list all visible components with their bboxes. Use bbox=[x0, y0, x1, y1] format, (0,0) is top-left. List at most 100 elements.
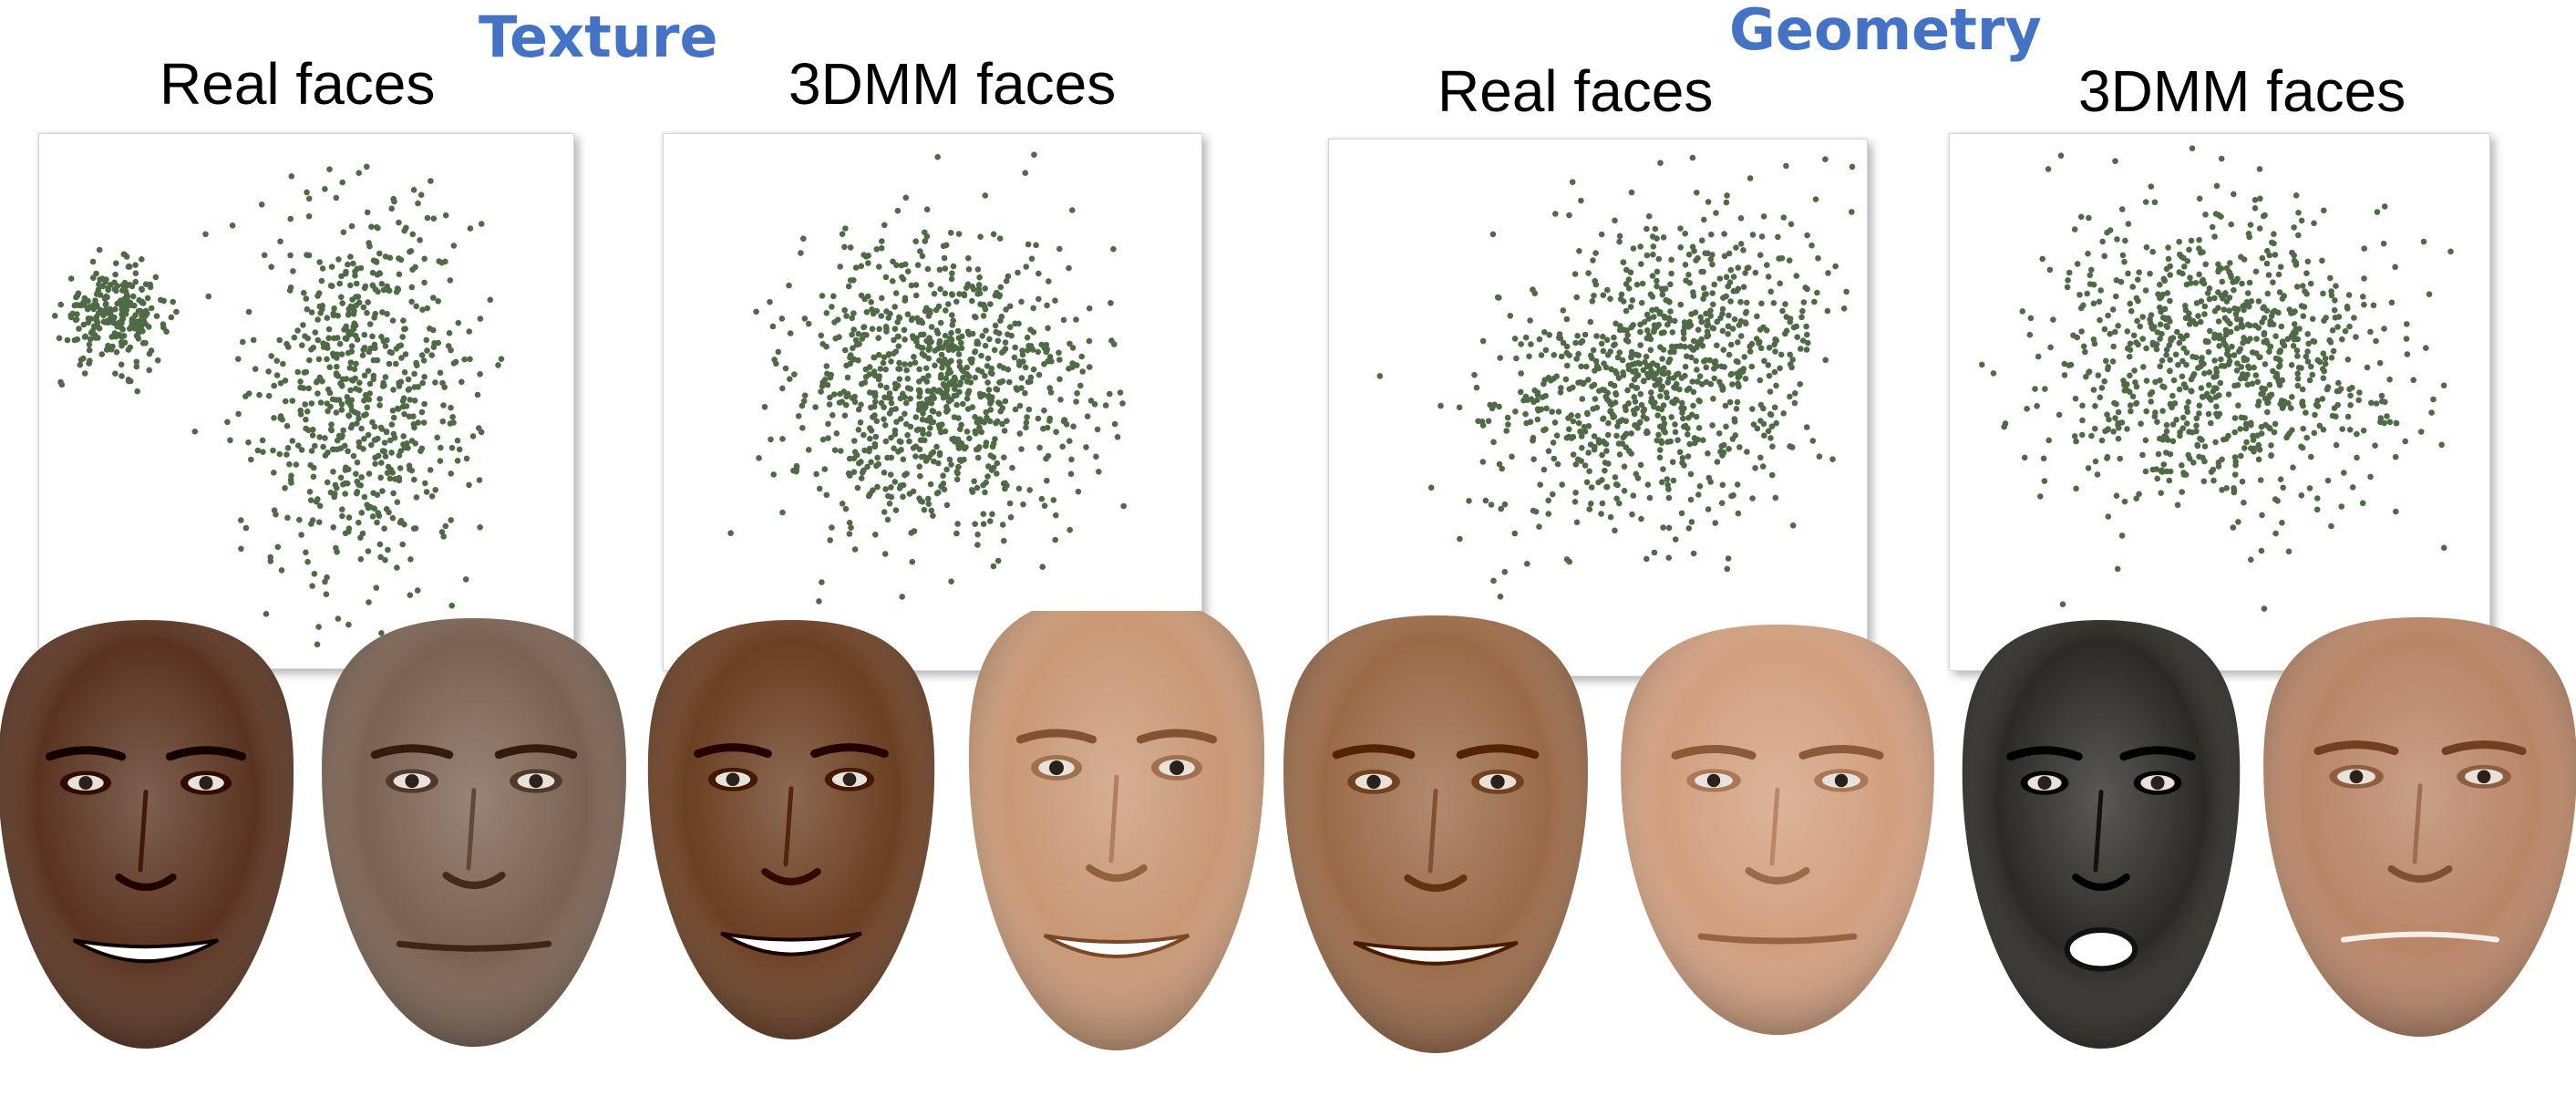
scatter-point bbox=[73, 302, 79, 308]
scatter-point bbox=[1537, 481, 1543, 488]
scatter-point bbox=[816, 485, 823, 492]
scatter-point bbox=[1001, 537, 1007, 544]
scatter-point bbox=[314, 641, 321, 647]
scatter-point bbox=[1688, 519, 1695, 525]
scatter-point bbox=[2200, 280, 2208, 287]
scatter-point bbox=[58, 381, 66, 388]
scatter-point bbox=[920, 410, 926, 417]
scatter-point bbox=[2430, 396, 2437, 403]
scatter-point bbox=[2166, 342, 2173, 348]
scatter-point bbox=[2381, 419, 2387, 427]
scatter-point bbox=[1768, 423, 1776, 430]
scatter-point bbox=[2304, 358, 2312, 365]
scatter-point bbox=[1600, 347, 1607, 355]
scatter-point bbox=[963, 429, 971, 435]
scatter-point bbox=[901, 326, 908, 334]
scatter-point bbox=[2139, 336, 2146, 342]
scatter-point bbox=[946, 456, 953, 463]
scatter-point bbox=[1479, 422, 1487, 429]
scatter-point bbox=[1627, 269, 1634, 276]
eye-iris bbox=[529, 774, 543, 789]
scatter-point bbox=[947, 230, 954, 236]
scatter-point bbox=[996, 292, 1003, 298]
scatter-point bbox=[1482, 497, 1489, 504]
scatter-point bbox=[917, 331, 924, 338]
scatter-point bbox=[1735, 510, 1742, 517]
scatter-point bbox=[322, 186, 328, 192]
scatter-point bbox=[1579, 396, 1586, 402]
scatter-point bbox=[303, 425, 309, 432]
scatter-point bbox=[923, 378, 931, 385]
scatter-point bbox=[911, 354, 917, 360]
scatter-point bbox=[969, 404, 976, 410]
scatter-point bbox=[1705, 450, 1711, 457]
nose-bridge bbox=[1427, 788, 1438, 874]
scatter-point bbox=[1028, 255, 1036, 262]
scatter-point bbox=[1534, 389, 1541, 396]
scatter-point bbox=[386, 475, 394, 482]
scatter-point bbox=[1066, 264, 1072, 272]
scatter-point bbox=[846, 520, 853, 526]
scatter-point bbox=[2077, 305, 2085, 312]
scatter-point bbox=[1638, 515, 1644, 522]
scatter-point bbox=[847, 277, 854, 284]
scatter-point bbox=[978, 352, 984, 359]
scatter-point bbox=[955, 463, 962, 470]
scatter-point bbox=[376, 396, 383, 402]
scatter-point bbox=[1006, 324, 1014, 330]
scatter-point bbox=[880, 359, 887, 367]
scatter-point bbox=[1589, 355, 1595, 362]
scatter-point bbox=[366, 240, 372, 246]
scatter-point bbox=[2231, 305, 2238, 312]
scatter-point bbox=[1018, 446, 1025, 452]
scatter-point bbox=[338, 351, 345, 357]
scatter-point bbox=[2215, 266, 2222, 273]
scatter-point bbox=[1700, 295, 1706, 302]
eyebrow bbox=[810, 743, 889, 759]
scatter-point bbox=[1579, 444, 1585, 451]
scatter-point bbox=[1725, 331, 1731, 337]
scatter-point bbox=[256, 391, 263, 398]
scatter-point bbox=[2098, 385, 2106, 391]
scatter-point bbox=[1708, 231, 1715, 238]
scatter-point bbox=[907, 361, 913, 367]
scatter-point bbox=[235, 410, 242, 418]
scatter-point bbox=[2215, 460, 2222, 466]
scatter-point bbox=[2124, 328, 2131, 335]
scatter-point bbox=[2186, 246, 2192, 253]
scatter-point bbox=[378, 334, 385, 340]
scatter-point bbox=[1066, 340, 1073, 347]
scatter-point bbox=[2289, 394, 2295, 400]
scatter-point bbox=[1013, 385, 1020, 391]
scatter-point bbox=[400, 317, 407, 324]
scatter-point bbox=[987, 518, 994, 524]
scatter-point bbox=[2196, 453, 2202, 460]
scatter-point bbox=[1666, 356, 1674, 363]
scatter-point bbox=[1849, 163, 1856, 171]
scatter-point bbox=[1698, 318, 1705, 326]
scatter-point bbox=[1741, 354, 1747, 360]
scatter-point bbox=[1757, 418, 1764, 424]
scatter-point bbox=[1505, 421, 1511, 428]
scatter-point bbox=[858, 459, 864, 465]
eyebrow bbox=[2441, 740, 2527, 756]
scatter-point bbox=[849, 315, 855, 322]
scatter-point bbox=[881, 416, 887, 423]
scatter-point bbox=[890, 278, 896, 284]
scatter-point bbox=[2328, 288, 2334, 295]
scatter-point bbox=[2103, 357, 2109, 365]
scatter-point bbox=[2241, 499, 2247, 506]
scatter-point bbox=[850, 469, 858, 475]
scatter-point bbox=[933, 306, 940, 314]
geometry-real-scatter-plot bbox=[1376, 154, 1856, 600]
scatter-point bbox=[1658, 386, 1664, 393]
scatter-point bbox=[861, 447, 868, 454]
scatter-point bbox=[2059, 601, 2066, 607]
scatter-point bbox=[942, 383, 948, 389]
scatter-point bbox=[1736, 373, 1743, 379]
scatter-point bbox=[2280, 402, 2286, 409]
scatter-point bbox=[2333, 283, 2339, 289]
scatter-point bbox=[1749, 232, 1757, 238]
scatter-point bbox=[1038, 341, 1045, 348]
scatter-point bbox=[947, 336, 953, 342]
